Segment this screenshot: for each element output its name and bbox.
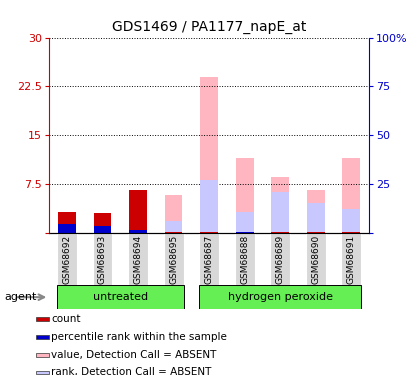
Text: untreated: untreated — [92, 292, 148, 302]
Bar — [235, 158, 253, 232]
Text: value, Detection Call = ABSENT: value, Detection Call = ABSENT — [51, 350, 216, 360]
Text: GSM68687: GSM68687 — [204, 235, 213, 284]
Bar — [36, 370, 49, 374]
Bar — [36, 335, 49, 339]
Text: count: count — [51, 314, 81, 324]
Bar — [164, 221, 182, 232]
Bar — [271, 192, 288, 232]
Bar — [235, 212, 253, 232]
Bar — [93, 213, 111, 232]
Text: GSM68692: GSM68692 — [62, 235, 71, 284]
Bar — [342, 158, 359, 232]
Bar — [199, 232, 218, 285]
Bar — [129, 190, 146, 232]
Bar — [36, 317, 49, 321]
Text: agent: agent — [4, 292, 36, 302]
Bar — [200, 180, 218, 232]
Bar — [58, 224, 76, 232]
Text: GSM68689: GSM68689 — [275, 235, 284, 284]
Bar — [164, 195, 182, 232]
Bar — [199, 285, 360, 309]
Bar — [306, 190, 324, 232]
Bar — [342, 209, 359, 232]
Text: GSM68693: GSM68693 — [98, 235, 107, 284]
Bar — [163, 232, 183, 285]
Bar — [93, 226, 111, 232]
Text: hydrogen peroxide: hydrogen peroxide — [227, 292, 332, 302]
Bar — [340, 232, 360, 285]
Bar — [200, 76, 218, 232]
Text: percentile rank within the sample: percentile rank within the sample — [51, 332, 227, 342]
Bar — [36, 352, 49, 357]
Text: GSM68691: GSM68691 — [346, 235, 355, 284]
Text: GSM68688: GSM68688 — [240, 235, 249, 284]
Text: GSM68694: GSM68694 — [133, 235, 142, 284]
Bar — [92, 232, 112, 285]
Text: GSM68690: GSM68690 — [310, 235, 319, 284]
Bar — [270, 232, 290, 285]
Text: rank, Detection Call = ABSENT: rank, Detection Call = ABSENT — [51, 368, 211, 375]
Bar — [306, 203, 324, 232]
Bar — [305, 232, 325, 285]
Bar — [129, 230, 146, 232]
Bar — [234, 232, 254, 285]
Bar — [58, 212, 76, 232]
Bar — [57, 232, 77, 285]
Title: GDS1469 / PA1177_napE_at: GDS1469 / PA1177_napE_at — [112, 20, 306, 34]
Bar — [271, 177, 288, 232]
Bar — [57, 285, 183, 309]
Text: GSM68695: GSM68695 — [169, 235, 178, 284]
Bar — [128, 232, 148, 285]
